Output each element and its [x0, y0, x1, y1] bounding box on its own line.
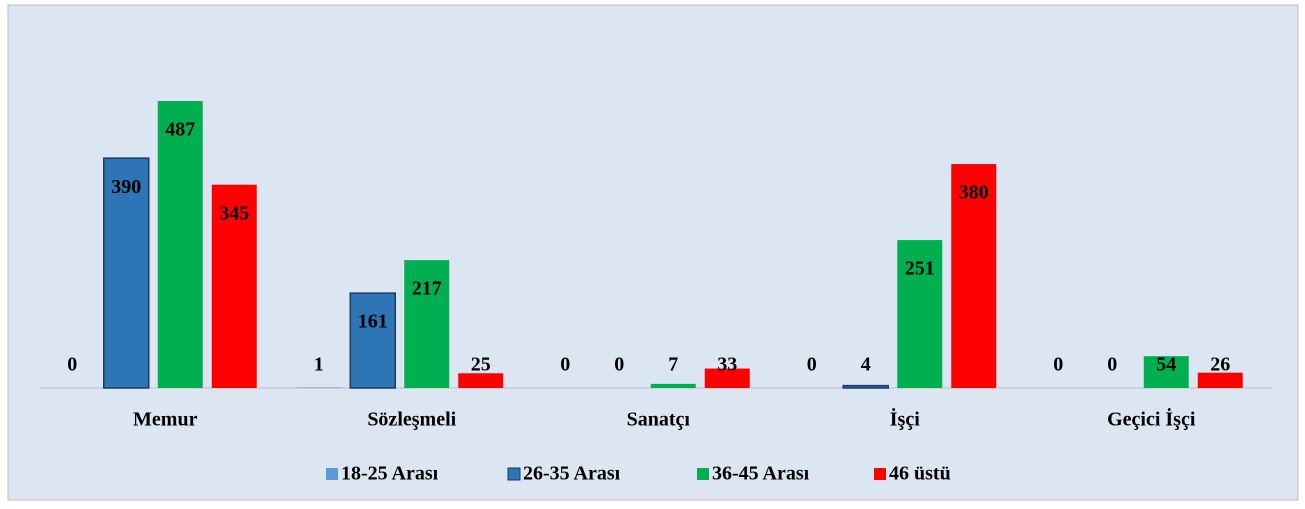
- legend-swatch: [507, 467, 521, 481]
- bar: [951, 164, 997, 388]
- data-label: 33: [717, 354, 737, 376]
- x-tick-label: İşçi: [890, 407, 920, 431]
- data-label: 0: [1107, 354, 1117, 376]
- data-label: 487: [165, 119, 195, 141]
- data-label: 54: [1156, 354, 1176, 376]
- legend-swatch: [874, 468, 886, 480]
- data-label: 0: [807, 354, 817, 376]
- legend-swatch: [326, 468, 338, 480]
- data-label: 0: [560, 354, 570, 376]
- data-label: 25: [471, 354, 491, 376]
- bar: [897, 240, 943, 388]
- bar: [842, 384, 889, 389]
- legend-swatch: [697, 468, 709, 480]
- bar: [296, 387, 342, 388]
- bar: [1197, 372, 1243, 388]
- data-label: 7: [668, 354, 678, 376]
- data-label: 161: [358, 311, 388, 333]
- x-tick-label: Sanatçı: [627, 409, 691, 431]
- data-label: 251: [905, 258, 935, 280]
- legend-label: 26-35 Arası: [523, 463, 621, 485]
- data-label: 345: [219, 202, 249, 224]
- bar: [103, 157, 150, 389]
- bar: [349, 292, 396, 389]
- legend-label: 18-25 Arası: [341, 463, 439, 485]
- bar: [404, 260, 450, 388]
- legend-label: 46 üstü: [889, 463, 951, 485]
- bar: [650, 383, 696, 388]
- data-label: 4: [861, 354, 871, 376]
- bar: [458, 373, 504, 388]
- x-tick-label: Sözleşmeli: [367, 409, 456, 431]
- x-tick-label: Memur: [133, 409, 198, 431]
- data-label: 1: [314, 354, 324, 376]
- data-label: 0: [614, 354, 624, 376]
- data-label: 26: [1210, 354, 1230, 376]
- bar: [211, 184, 257, 388]
- data-label: 390: [111, 176, 141, 198]
- data-label: 217: [412, 278, 442, 300]
- x-tick-label: Geçici İşçi: [1107, 407, 1196, 431]
- data-label: 0: [67, 354, 77, 376]
- legend-label: 36-45 Arası: [712, 463, 810, 485]
- bar: [1143, 356, 1189, 388]
- data-label: 0: [1053, 354, 1063, 376]
- bar: [704, 368, 750, 388]
- bar: [157, 101, 203, 388]
- data-label: 380: [959, 182, 989, 204]
